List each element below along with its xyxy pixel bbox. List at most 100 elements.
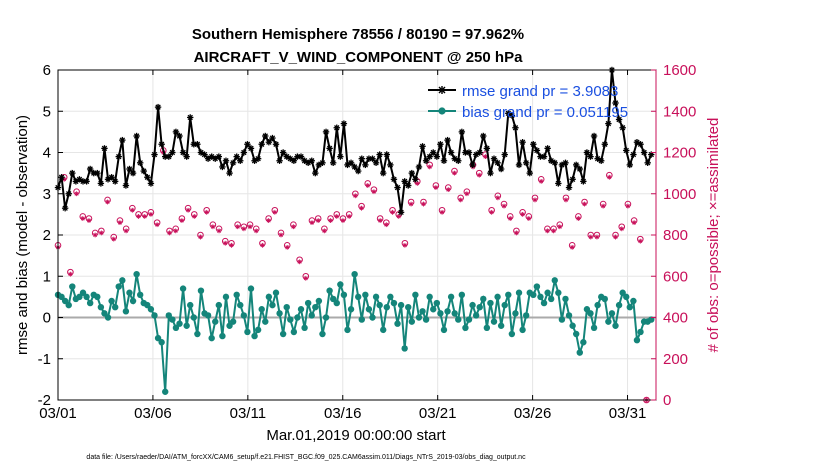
rmse-point <box>226 169 233 177</box>
obs-assimilated-point <box>340 218 346 223</box>
obs-assimilated-point <box>359 205 364 211</box>
bias-point <box>258 306 265 313</box>
obs-assimilated-point <box>117 220 123 226</box>
bias-point <box>519 326 526 334</box>
bias-point <box>505 291 512 299</box>
bias-point <box>451 310 458 317</box>
obs-assimilated-point <box>260 242 265 248</box>
bias-point <box>344 326 351 334</box>
bias-point <box>169 316 176 323</box>
bias-point <box>408 318 416 325</box>
bias-point <box>397 301 405 309</box>
rmse-point <box>405 182 412 189</box>
bias-point <box>394 320 401 327</box>
bias-point <box>419 308 426 315</box>
rmse-point <box>494 159 501 167</box>
x-tick-label-6: 03/31 <box>609 405 647 422</box>
y-tick-label-8: 6 <box>43 62 51 79</box>
bias-point <box>108 297 115 305</box>
rmse-point <box>176 132 183 140</box>
rmse-point <box>476 149 483 156</box>
rmse-point <box>569 176 576 183</box>
bias-point <box>283 303 290 311</box>
y-tick-label-3: 1 <box>43 268 51 285</box>
rmse-point <box>108 174 115 181</box>
obs-assimilated-point <box>489 209 495 215</box>
bias-point <box>530 291 537 299</box>
bias-point <box>469 301 476 309</box>
obs-assimilated-point <box>582 201 587 207</box>
obs-assimilated-point <box>483 154 488 160</box>
rmse-point <box>119 136 126 144</box>
y-axis-right: 0 200 400 600 800 1000 1200 1400 1600 <box>651 62 696 409</box>
y2-tick-label-4: 800 <box>663 227 688 244</box>
bias-point <box>326 287 333 294</box>
rmse-point <box>229 159 237 167</box>
bias-point <box>458 291 466 299</box>
obs-assimilated-point <box>532 197 538 203</box>
rmse-point <box>487 169 494 177</box>
bias-point <box>322 314 330 321</box>
bias-point <box>58 293 65 301</box>
bias-point <box>412 291 419 299</box>
rmse-point <box>626 161 634 169</box>
obs-assimilated-point <box>637 238 643 244</box>
rmse-point <box>412 176 419 183</box>
bias-point <box>580 339 587 346</box>
rmse-point <box>329 159 337 167</box>
rmse-point <box>194 141 201 148</box>
bias-point <box>279 330 287 338</box>
bias-point <box>233 291 240 299</box>
x-tick-label-5: 03/26 <box>514 405 552 422</box>
bias-point <box>440 326 448 334</box>
rmse-point <box>147 180 155 187</box>
rmse-series <box>54 66 655 216</box>
obs-assimilated-point <box>67 271 73 277</box>
rmse-point <box>355 167 362 175</box>
obs-assimilated-point <box>129 207 135 213</box>
rmse-point <box>430 149 437 156</box>
bias-point <box>244 328 251 336</box>
bias-point <box>337 281 344 288</box>
bias-point <box>212 318 219 325</box>
obs-assimilated-point <box>452 170 457 176</box>
bias-point <box>204 312 212 319</box>
bias-point <box>619 289 626 296</box>
obs-assimilated-point <box>179 218 185 223</box>
x-tick-label-3: 03/16 <box>324 405 362 422</box>
y-axis-left: -2 -1 0 1 2 3 4 5 6 <box>38 62 63 409</box>
bias-point <box>587 310 594 317</box>
bias-point <box>562 295 569 303</box>
bias-point <box>490 318 498 325</box>
rmse-point <box>151 151 158 158</box>
obs-assimilated-point <box>402 242 408 248</box>
rmse-point <box>519 138 526 146</box>
bias-point <box>287 316 294 323</box>
obs-assimilated-point <box>216 228 222 234</box>
rmse-point <box>583 149 591 156</box>
bias-point <box>405 303 412 311</box>
y2-tick-label-5: 1000 <box>663 186 696 203</box>
rmse-point <box>333 124 340 131</box>
obs-assimilated-point <box>507 216 513 221</box>
obs-assimilated-point <box>588 234 594 240</box>
obs-assimilated-point <box>291 224 296 230</box>
y-axis-label: rmse and bias (model - observation) <box>14 115 31 355</box>
bias-point <box>240 312 248 319</box>
bias-point <box>537 293 544 301</box>
y-tick-label-0: -2 <box>38 392 51 409</box>
bias-point <box>190 314 198 321</box>
rmse-point <box>619 124 626 131</box>
bias-point <box>558 316 566 323</box>
obs-assimilated-point <box>154 222 160 228</box>
rmse-point <box>201 151 208 158</box>
bias-point <box>515 289 523 296</box>
bias-point <box>262 318 269 325</box>
bias-point <box>97 303 105 311</box>
bias-point <box>301 324 308 332</box>
obs-assimilated-point <box>433 185 439 190</box>
rmse-point <box>387 161 394 169</box>
obs-assimilated-point <box>92 232 98 238</box>
bias-point <box>415 314 423 321</box>
obs-assimilated-point <box>222 240 228 246</box>
